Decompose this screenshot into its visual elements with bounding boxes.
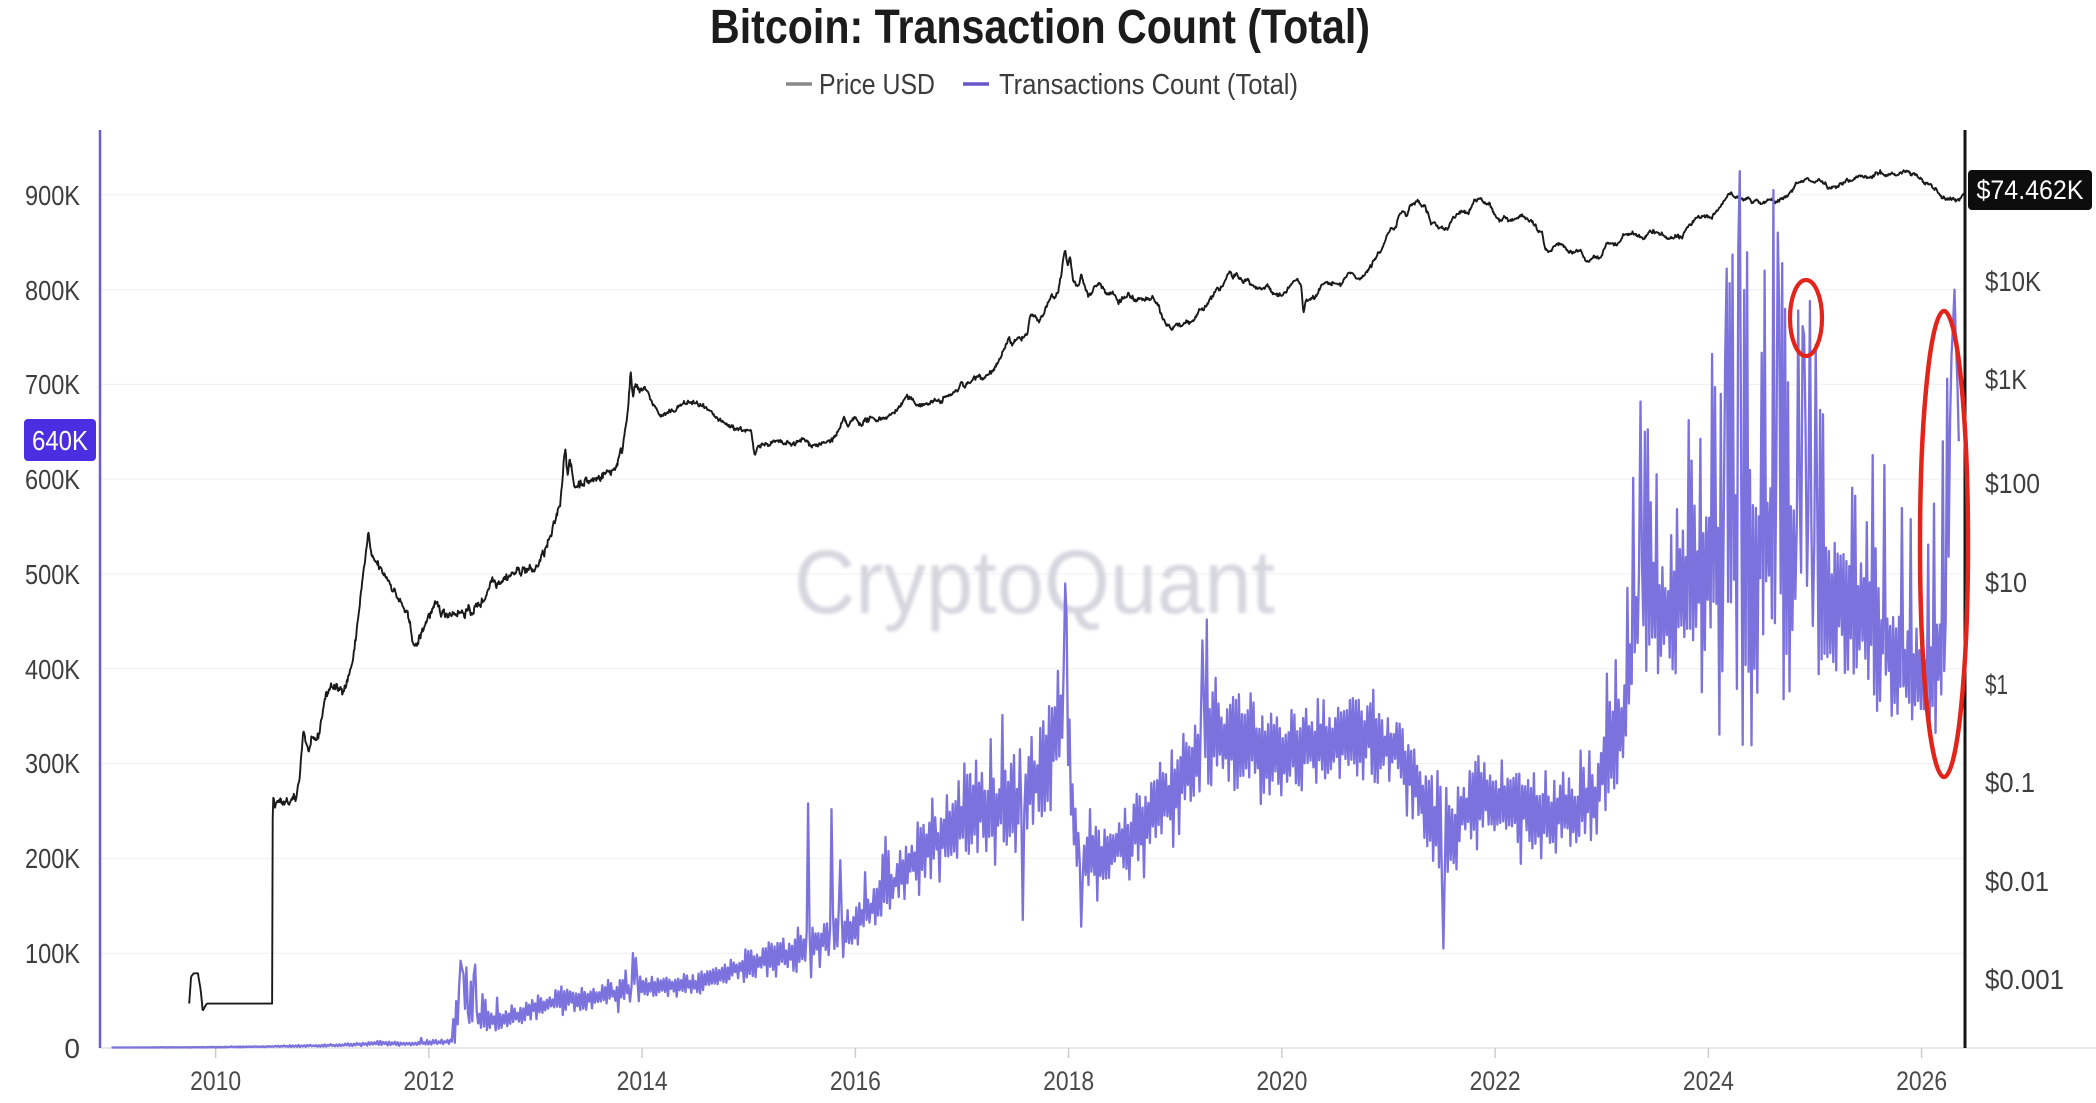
- svg-text:2020: 2020: [1256, 1066, 1307, 1096]
- svg-text:Bitcoin: Transaction Count (To: Bitcoin: Transaction Count (Total): [710, 1, 1370, 54]
- svg-text:500K: 500K: [25, 559, 80, 590]
- svg-text:2024: 2024: [1683, 1066, 1734, 1096]
- svg-text:$1: $1: [1985, 669, 2008, 700]
- svg-text:800K: 800K: [25, 275, 80, 306]
- svg-text:2012: 2012: [403, 1066, 454, 1096]
- svg-text:100K: 100K: [25, 938, 80, 969]
- svg-text:Transactions Count (Total): Transactions Count (Total): [999, 69, 1298, 101]
- svg-text:$0.01: $0.01: [1985, 866, 2049, 897]
- svg-text:700K: 700K: [25, 369, 80, 400]
- svg-text:CryptoQuant: CryptoQuant: [794, 533, 1275, 633]
- svg-text:640K: 640K: [32, 425, 88, 456]
- svg-text:$10K: $10K: [1985, 266, 2041, 297]
- svg-text:900K: 900K: [25, 180, 80, 211]
- svg-text:0: 0: [64, 1033, 80, 1064]
- svg-text:300K: 300K: [25, 748, 80, 779]
- svg-text:$100: $100: [1985, 468, 2040, 499]
- svg-text:200K: 200K: [25, 843, 80, 874]
- svg-text:$1K: $1K: [1985, 364, 2027, 395]
- svg-text:400K: 400K: [25, 654, 80, 685]
- svg-text:2018: 2018: [1043, 1066, 1094, 1096]
- svg-text:$74.462K: $74.462K: [1977, 175, 2084, 205]
- svg-text:2016: 2016: [830, 1066, 881, 1096]
- svg-text:$0.1: $0.1: [1985, 767, 2035, 798]
- svg-text:2010: 2010: [190, 1066, 241, 1096]
- svg-text:$10: $10: [1985, 567, 2027, 598]
- svg-text:$0.001: $0.001: [1985, 964, 2064, 995]
- svg-text:Price USD: Price USD: [819, 69, 935, 101]
- svg-text:2014: 2014: [617, 1066, 668, 1096]
- svg-text:2026: 2026: [1896, 1066, 1947, 1096]
- svg-text:600K: 600K: [25, 464, 80, 495]
- svg-text:2022: 2022: [1470, 1066, 1521, 1096]
